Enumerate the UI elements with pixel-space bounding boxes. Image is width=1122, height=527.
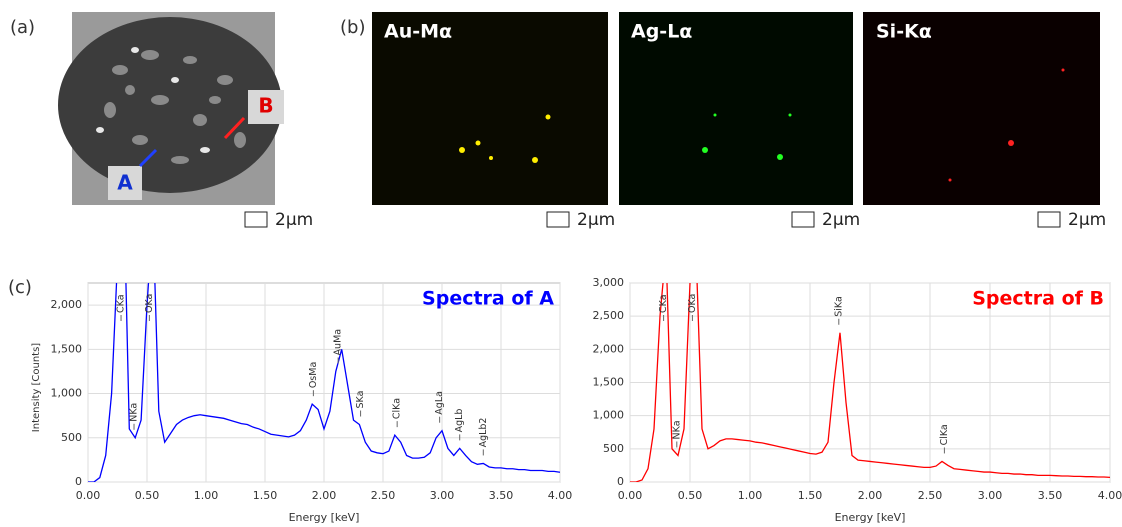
peak-label: CKa <box>658 294 669 313</box>
x-tick-label: 3.00 <box>978 489 1003 502</box>
peak-label: NKa <box>129 403 140 422</box>
x-tick-label: 1.00 <box>738 489 763 502</box>
marker-label: A <box>117 171 133 195</box>
plot <box>88 283 560 482</box>
scale-box <box>791 211 815 228</box>
marker-label: B <box>258 94 273 118</box>
y-tick-label: 500 <box>61 431 82 444</box>
y-tick-label: 2,000 <box>593 342 625 355</box>
x-tick-label: 3.50 <box>1038 489 1063 502</box>
scale-box <box>244 211 268 228</box>
peak-label: AgLb2 <box>478 418 489 448</box>
chart-title: Spectra of A <box>422 288 554 310</box>
peak-label: NKa <box>671 420 682 439</box>
scale-bar: 2μm <box>822 210 860 230</box>
map-label: Au-Mα <box>384 21 452 43</box>
peak-label: AgLb <box>454 409 465 433</box>
x-tick-label: 0.00 <box>76 489 101 502</box>
x-tick-label: 1.00 <box>194 489 219 502</box>
peak-label: SKa <box>355 391 366 409</box>
peak-label: ClKa <box>392 398 403 419</box>
scale-bar: 2μm <box>275 210 313 230</box>
scale-box <box>546 211 570 228</box>
y-tick-label: 0 <box>617 475 624 488</box>
y-axis-label: Intensity [Counts] <box>31 343 42 433</box>
y-tick-label: 2,000 <box>51 298 83 311</box>
y-tick-label: 2,500 <box>593 309 625 322</box>
x-tick-label: 0.00 <box>618 489 643 502</box>
x-tick-label: 4.00 <box>548 489 573 502</box>
scale-bar: 2μm <box>577 210 615 230</box>
spectrum-line <box>88 283 560 482</box>
micrograph <box>58 12 284 205</box>
panel-label: (c) <box>8 277 32 298</box>
peak-label: OsMa <box>308 362 319 388</box>
y-tick-label: 500 <box>603 442 624 455</box>
panel-label: (b) <box>340 17 365 38</box>
peak-label: SiKa <box>833 296 844 317</box>
x-tick-label: 1.50 <box>253 489 278 502</box>
x-tick-label: 4.00 <box>1098 489 1122 502</box>
map-label: Ag-Lα <box>631 21 692 43</box>
x-tick-label: 1.50 <box>798 489 823 502</box>
x-axis-label: Energy [keV] <box>835 511 906 524</box>
map-label: Si-Kα <box>876 21 932 43</box>
peak-label: AgLa <box>434 391 445 415</box>
y-tick-label: 1,000 <box>593 409 625 422</box>
y-tick-label: 1,000 <box>51 387 83 400</box>
y-tick-label: 3,000 <box>593 276 625 289</box>
x-tick-label: 3.50 <box>489 489 514 502</box>
peak-label: ClKa <box>939 424 950 445</box>
peak-label: CKa <box>116 294 127 313</box>
peak-label: OKa <box>144 294 155 313</box>
peak-label: OKa <box>687 294 698 313</box>
x-tick-label: 3.00 <box>430 489 455 502</box>
y-tick-label: 0 <box>75 475 82 488</box>
scale-bar: 2μm <box>1068 210 1106 230</box>
element-map <box>372 12 1100 205</box>
x-tick-label: 2.50 <box>918 489 943 502</box>
peak-label: AuMa <box>333 329 344 356</box>
chart-title: Spectra of B <box>972 288 1104 310</box>
x-tick-label: 0.50 <box>678 489 703 502</box>
scale-box <box>1037 211 1061 228</box>
spectrum-line <box>630 283 1110 482</box>
panel-label: (a) <box>10 17 35 38</box>
x-tick-label: 2.00 <box>858 489 883 502</box>
plot <box>630 283 1110 482</box>
x-tick-label: 2.00 <box>312 489 337 502</box>
x-tick-label: 0.50 <box>135 489 160 502</box>
y-tick-label: 1,500 <box>51 342 83 355</box>
y-tick-label: 1,500 <box>593 376 625 389</box>
x-axis-label: Energy [keV] <box>289 511 360 524</box>
x-tick-label: 2.50 <box>371 489 396 502</box>
